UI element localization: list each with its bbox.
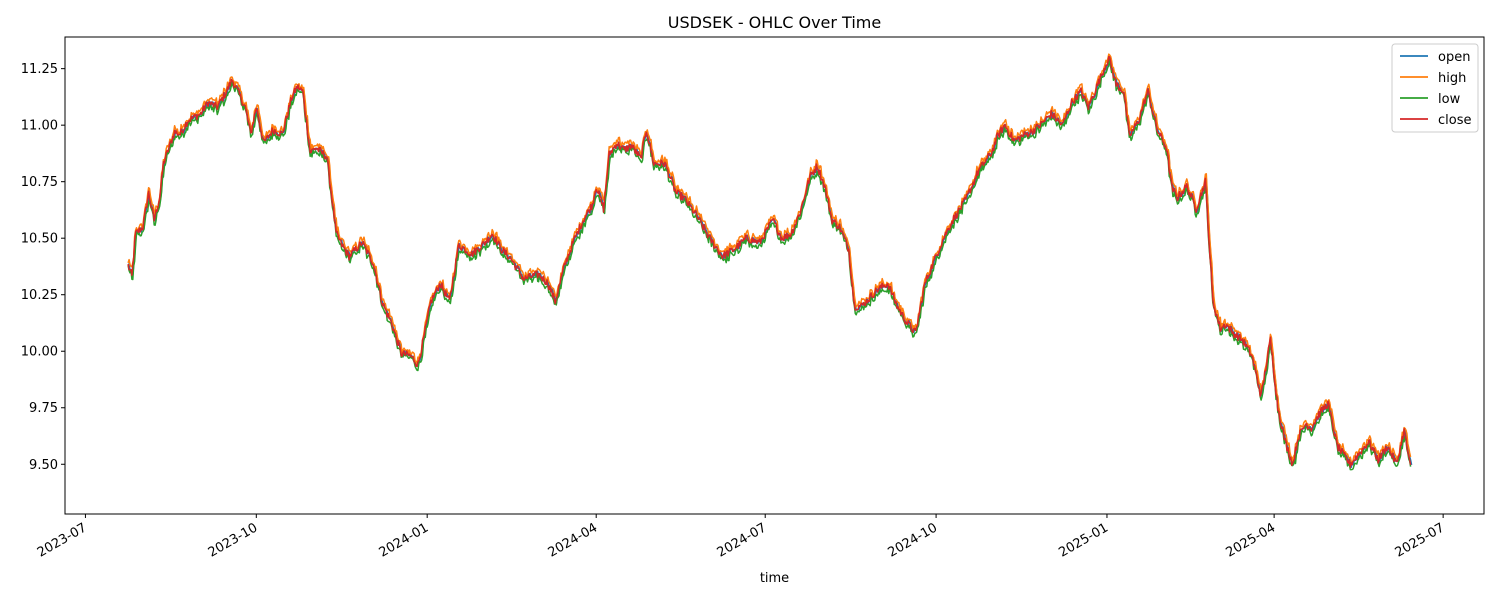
series-line-close xyxy=(127,55,1412,469)
x-axis: 2023-07 2023-10 2024-01 2024-04 2024-07 2024-… xyxy=(35,514,1447,561)
y-axis: 9.50 9.75 10.00 10.25 10.50 10.75 11.00 11.25 xyxy=(21,62,65,473)
x-tick-label: 2024-07 xyxy=(715,520,770,560)
x-tick-label: 2023-10 xyxy=(206,520,261,560)
series-line-low xyxy=(127,57,1412,471)
x-tick-label: 2025-04 xyxy=(1224,520,1279,560)
x-tick-label: 2023-07 xyxy=(35,520,90,560)
x-tick-label: 2024-01 xyxy=(377,520,432,560)
x-tick-label: 2024-04 xyxy=(546,520,601,560)
legend-label-close: close xyxy=(1438,113,1471,128)
legend-label-high: high xyxy=(1438,71,1466,86)
x-tick-label: 2025-07 xyxy=(1393,520,1448,560)
x-tick-label: 2025-01 xyxy=(1056,520,1111,560)
y-tick-label: 10.50 xyxy=(21,232,58,247)
y-tick-label: 11.00 xyxy=(21,119,58,134)
plot-area-frame xyxy=(64,36,1485,515)
legend-label-open: open xyxy=(1438,50,1470,65)
x-axis-label: time xyxy=(760,571,789,586)
y-tick-label: 9.50 xyxy=(29,458,58,473)
y-tick-label: 10.25 xyxy=(21,288,58,303)
plot-lines xyxy=(127,53,1413,471)
legend: open high low close xyxy=(1391,43,1479,133)
chart-title: USDSEK - OHLC Over Time xyxy=(668,13,881,32)
y-tick-label: 10.75 xyxy=(21,175,58,190)
legend-label-low: low xyxy=(1438,92,1461,107)
x-tick-label: 2024-10 xyxy=(886,520,941,560)
y-tick-label: 11.25 xyxy=(21,62,58,77)
y-tick-label: 10.00 xyxy=(21,345,58,360)
legend-box xyxy=(1391,43,1479,133)
series-line-open xyxy=(128,55,1413,469)
series-line-high xyxy=(127,53,1412,464)
y-tick-label: 9.75 xyxy=(29,401,58,416)
